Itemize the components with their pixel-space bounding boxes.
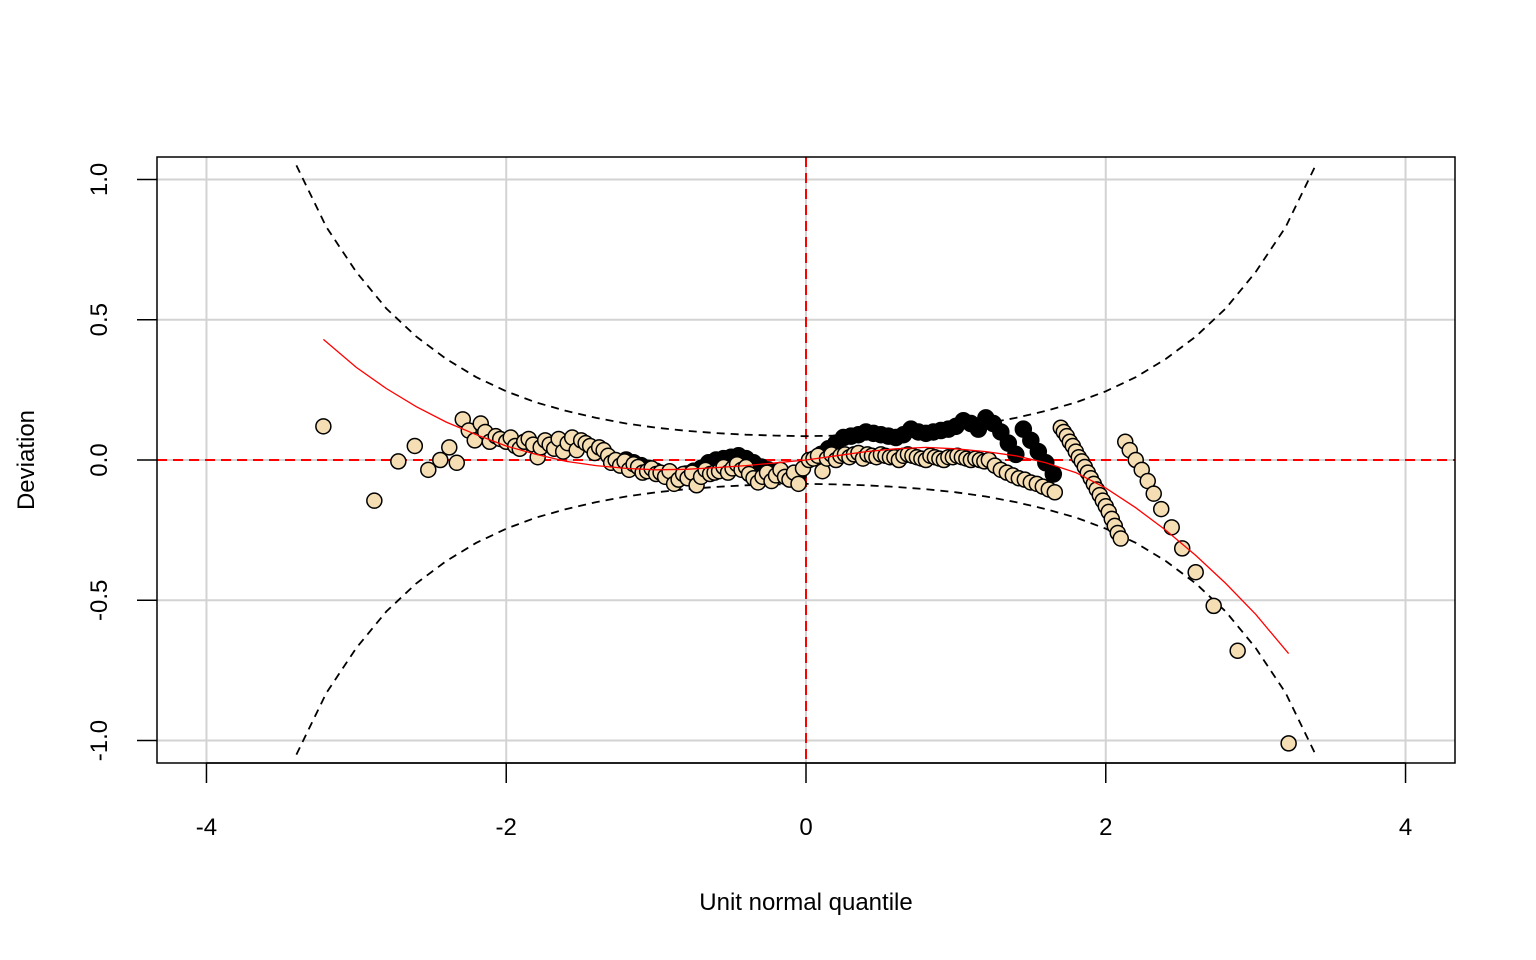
fit-curve-line [322,338,1290,655]
data-point [1187,563,1204,581]
x-tick-label: -4 [196,814,217,841]
x-axis: -4 -2 0 2 4 [196,762,1412,841]
data-point [406,437,424,455]
data-point [448,454,466,472]
fit-curve [322,338,1290,655]
data-point [1280,735,1297,752]
data-point [1112,530,1130,547]
x-tick-label: 2 [1099,814,1112,841]
x-tick-label: 4 [1399,814,1412,841]
y-axis: -1.0 -0.5 0.0 0.5 1.0 [86,163,157,761]
data-point [1173,540,1191,557]
y-tick-label: -1.0 [86,720,113,761]
data-point [420,461,437,479]
x-tick-label: -2 [496,814,517,841]
y-tick-label: -0.5 [86,580,113,621]
data-point [790,475,807,493]
confidence-band-upper [295,165,1317,438]
data-point [1229,642,1246,660]
y-tick-label: 0.0 [86,443,113,476]
data-point [441,439,458,456]
data-point [390,453,407,470]
data-point [432,451,449,469]
y-tick-label: 0.5 [86,303,113,336]
data-point [366,492,383,509]
data-point [1145,485,1162,502]
dense-marker [1044,465,1063,483]
x-tick-label: 0 [799,814,812,841]
data-point [315,418,332,435]
x-axis-label: Unit normal quantile [699,889,912,916]
y-axis-label: Deviation [13,410,40,510]
data-point [1046,484,1064,501]
data-point [1163,519,1180,536]
data-points [315,411,1297,752]
data-point [1152,500,1170,518]
data-point [1205,597,1222,615]
y-tick-label: 1.0 [86,163,113,196]
